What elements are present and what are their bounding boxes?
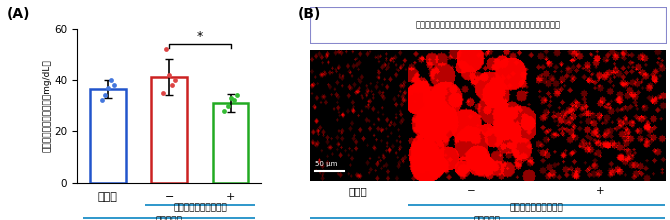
Point [161, 47, 172, 51]
Bar [151, 77, 187, 183]
Point [219, 109, 230, 112]
Text: コーンオリゴペプチド: コーンオリゴペプチド [510, 204, 563, 213]
Point [157, 91, 168, 95]
Point [228, 99, 239, 102]
Text: 普通食: 普通食 [349, 186, 367, 196]
Text: −: − [467, 186, 476, 196]
Point [170, 78, 181, 82]
Y-axis label: 血清コレステロール量（mg/dL）: 血清コレステロール量（mg/dL） [42, 59, 52, 152]
Text: (A): (A) [7, 7, 30, 21]
Point [105, 78, 116, 82]
Point [103, 86, 113, 89]
Point [163, 73, 174, 77]
Text: *: * [197, 30, 203, 43]
Bar [90, 89, 125, 183]
Text: 肝蟓の活性酸素検出プローブジヒドロエチジウム（赤）の染色像: 肝蟓の活性酸素検出プローブジヒドロエチジウム（赤）の染色像 [415, 21, 561, 30]
Point [109, 83, 119, 87]
Point [167, 83, 178, 87]
Point [96, 99, 107, 102]
Point [231, 94, 242, 97]
Text: +: + [596, 186, 605, 196]
Text: 肥満マウス: 肥満マウス [474, 217, 501, 220]
Point [99, 94, 110, 97]
Text: 50 μm: 50 μm [316, 161, 338, 167]
Bar [213, 103, 249, 183]
Text: コーンオリゴペプチド: コーンオリゴペプチド [173, 204, 226, 213]
Point [225, 96, 236, 100]
Text: (B): (B) [298, 7, 322, 21]
Point [222, 104, 233, 107]
Text: 肥満マウス: 肥満マウス [155, 217, 183, 220]
